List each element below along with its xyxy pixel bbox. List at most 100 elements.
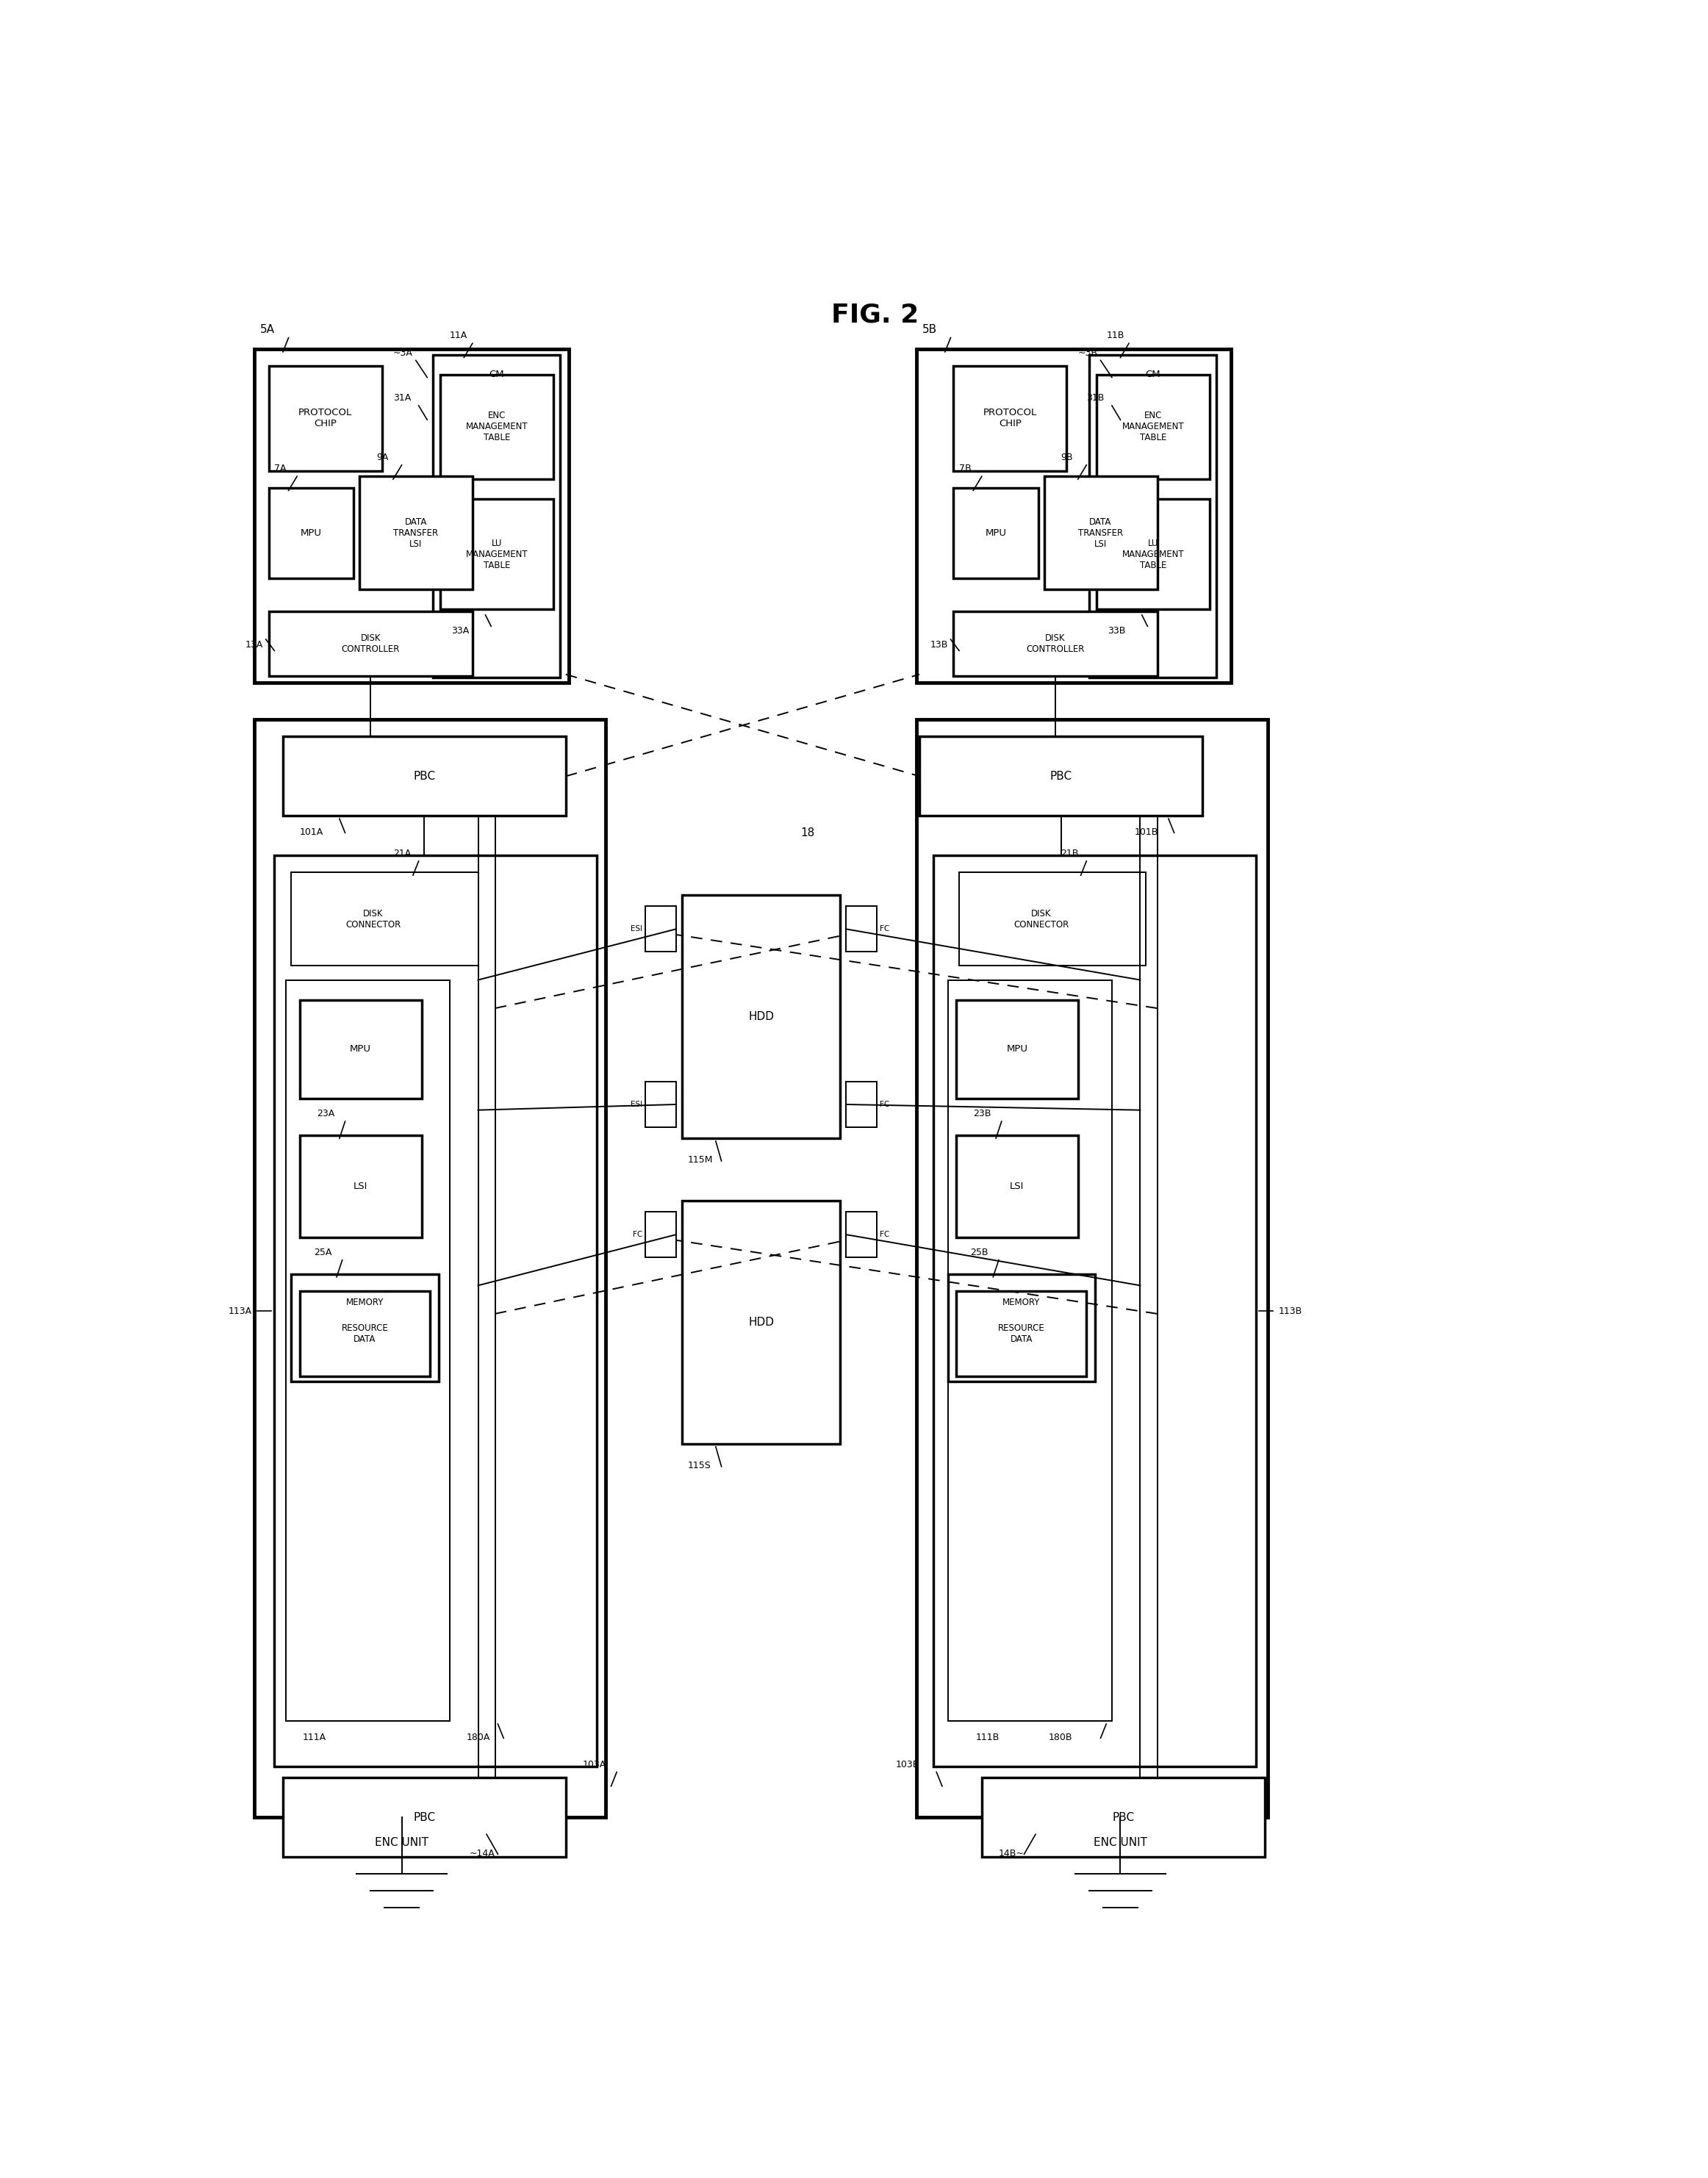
Text: LSI: LSI — [354, 1183, 367, 1191]
Bar — [956, 1292, 1086, 1376]
Text: 23A: 23A — [316, 1109, 335, 1119]
Text: 113A: 113A — [229, 1307, 253, 1316]
Bar — [1097, 375, 1209, 479]
Text: 9B: 9B — [1061, 453, 1073, 462]
Bar — [284, 1777, 565, 1858]
Bar — [301, 1292, 430, 1376]
Text: RESOURCE
DATA: RESOURCE DATA — [342, 1324, 388, 1344]
Bar — [441, 499, 553, 610]
Text: RESOURCE
DATA: RESOURCE DATA — [997, 1324, 1045, 1344]
Text: FC: FC — [880, 1100, 890, 1109]
Text: MEMORY: MEMORY — [1003, 1298, 1040, 1307]
Text: 7A: 7A — [275, 464, 287, 473]
Text: 13A: 13A — [246, 640, 263, 649]
Bar — [982, 1777, 1264, 1858]
Text: DISK
CONTROLLER: DISK CONTROLLER — [1027, 634, 1085, 653]
Bar — [646, 1211, 676, 1257]
Text: 180B: 180B — [1049, 1732, 1073, 1742]
Bar — [948, 980, 1112, 1721]
Bar — [284, 736, 565, 817]
Bar — [254, 348, 569, 684]
Text: LU
MANAGEMENT
TABLE: LU MANAGEMENT TABLE — [1122, 538, 1184, 571]
Text: 11B: 11B — [1107, 331, 1124, 340]
Bar — [956, 1135, 1078, 1237]
Bar — [1044, 477, 1158, 590]
Bar — [948, 1274, 1095, 1381]
Text: MPU: MPU — [350, 1045, 371, 1054]
Text: DISK
CONTROLLER: DISK CONTROLLER — [342, 634, 400, 653]
Bar — [292, 873, 478, 965]
Bar — [1090, 355, 1216, 677]
Text: 101A: 101A — [301, 828, 323, 836]
Text: 33A: 33A — [451, 627, 470, 636]
Bar — [301, 1000, 422, 1098]
Bar — [934, 856, 1255, 1766]
Text: CM: CM — [1146, 370, 1160, 379]
Bar — [917, 719, 1267, 1816]
Text: 31B: 31B — [1086, 394, 1105, 403]
Text: 21A: 21A — [393, 849, 412, 858]
Text: LU
MANAGEMENT
TABLE: LU MANAGEMENT TABLE — [466, 538, 528, 571]
Bar — [845, 1211, 876, 1257]
Bar — [960, 873, 1146, 965]
Bar — [441, 375, 553, 479]
Bar — [292, 1274, 439, 1381]
Text: 113B: 113B — [1278, 1307, 1301, 1316]
Text: 111A: 111A — [302, 1732, 326, 1742]
Text: 11A: 11A — [449, 331, 468, 340]
Text: 103B: 103B — [895, 1760, 919, 1769]
Text: 103A: 103A — [582, 1760, 606, 1769]
Bar — [953, 612, 1158, 675]
Text: ENC UNIT: ENC UNIT — [1093, 1838, 1148, 1849]
Text: DATA
TRANSFER
LSI: DATA TRANSFER LSI — [1078, 516, 1124, 549]
Text: PBC: PBC — [413, 1812, 436, 1823]
Text: ENC UNIT: ENC UNIT — [374, 1838, 429, 1849]
Text: 115S: 115S — [687, 1461, 711, 1470]
Bar — [845, 906, 876, 952]
Bar — [646, 906, 676, 952]
Text: MEMORY: MEMORY — [347, 1298, 384, 1307]
Text: HDD: HDD — [748, 1318, 774, 1329]
Bar — [845, 1082, 876, 1126]
Text: 101B: 101B — [1134, 828, 1158, 836]
Text: 25A: 25A — [314, 1248, 331, 1257]
Bar — [1097, 499, 1209, 610]
Text: PROTOCOL
CHIP: PROTOCOL CHIP — [984, 407, 1037, 429]
Bar — [254, 719, 605, 1816]
Text: FC: FC — [880, 926, 890, 932]
Bar — [917, 348, 1231, 684]
Text: 111B: 111B — [975, 1732, 999, 1742]
Text: PBC: PBC — [1112, 1812, 1134, 1823]
Bar — [285, 980, 449, 1721]
Bar — [359, 477, 473, 590]
Text: ENC
MANAGEMENT
TABLE: ENC MANAGEMENT TABLE — [466, 412, 528, 442]
Text: 9A: 9A — [376, 453, 388, 462]
Text: 5A: 5A — [260, 325, 275, 335]
Text: 14B~: 14B~ — [999, 1849, 1025, 1858]
Text: ENC
MANAGEMENT
TABLE: ENC MANAGEMENT TABLE — [1122, 412, 1184, 442]
Text: PBC: PBC — [1050, 771, 1073, 782]
Text: DATA
TRANSFER
LSI: DATA TRANSFER LSI — [393, 516, 439, 549]
Text: DISK
CONNECTOR: DISK CONNECTOR — [345, 908, 401, 930]
Bar — [268, 488, 354, 577]
Bar — [432, 355, 560, 677]
Text: PROTOCOL
CHIP: PROTOCOL CHIP — [299, 407, 352, 429]
Text: 18: 18 — [801, 828, 815, 839]
Text: HDD: HDD — [748, 1011, 774, 1021]
Text: ESI: ESI — [630, 1100, 642, 1109]
Text: FIG. 2: FIG. 2 — [832, 303, 919, 327]
Text: LSI: LSI — [1009, 1183, 1025, 1191]
Text: FC: FC — [632, 1231, 642, 1239]
Text: MPU: MPU — [986, 529, 1006, 538]
Bar — [268, 366, 383, 470]
Bar — [275, 856, 596, 1766]
Bar — [956, 1000, 1078, 1098]
Text: 25B: 25B — [970, 1248, 989, 1257]
Text: MPU: MPU — [301, 529, 321, 538]
Text: 31A: 31A — [393, 394, 412, 403]
Bar — [646, 1082, 676, 1126]
Text: PBC: PBC — [413, 771, 436, 782]
Text: ~14A: ~14A — [470, 1849, 495, 1858]
Text: ~3A: ~3A — [393, 348, 413, 357]
Text: 13B: 13B — [929, 640, 948, 649]
